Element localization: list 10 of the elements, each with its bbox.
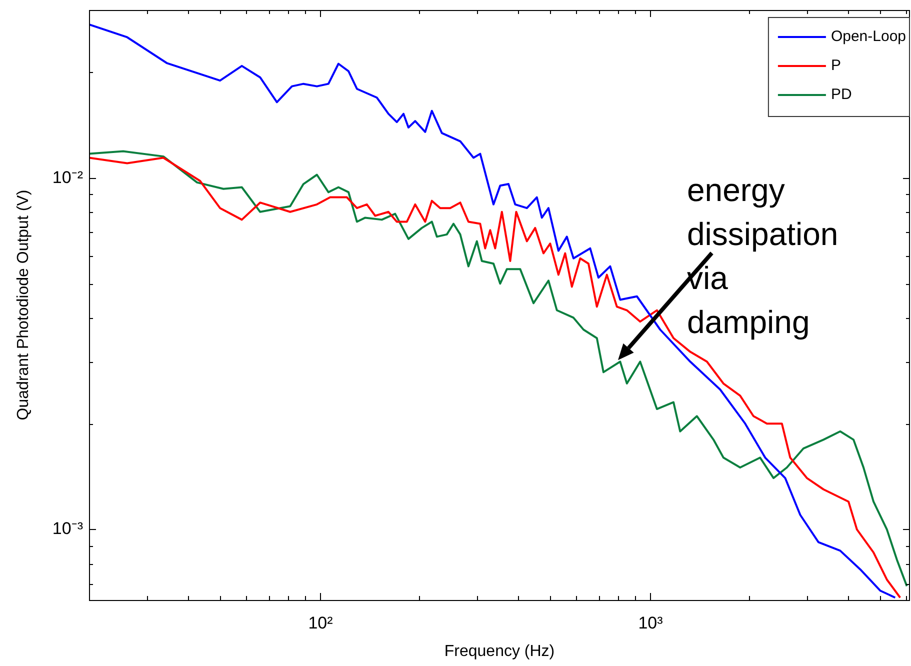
legend-label: PD [830,86,852,104]
x-tick-label: 10² [308,614,334,633]
legend-label: P [830,57,841,74]
y-tick-label: 10⁻³ [52,519,84,538]
y-axis-title: Quadrant Photodiode Output (V) [15,190,32,420]
legend-label: Open-Loop [830,28,906,46]
x-tick-label: 10³ [638,614,664,633]
x-axis-title: Frequency (Hz) [444,643,555,660]
y-tick-label: 10⁻² [52,168,84,188]
annotation: energy dissipation via damping [687,172,838,340]
